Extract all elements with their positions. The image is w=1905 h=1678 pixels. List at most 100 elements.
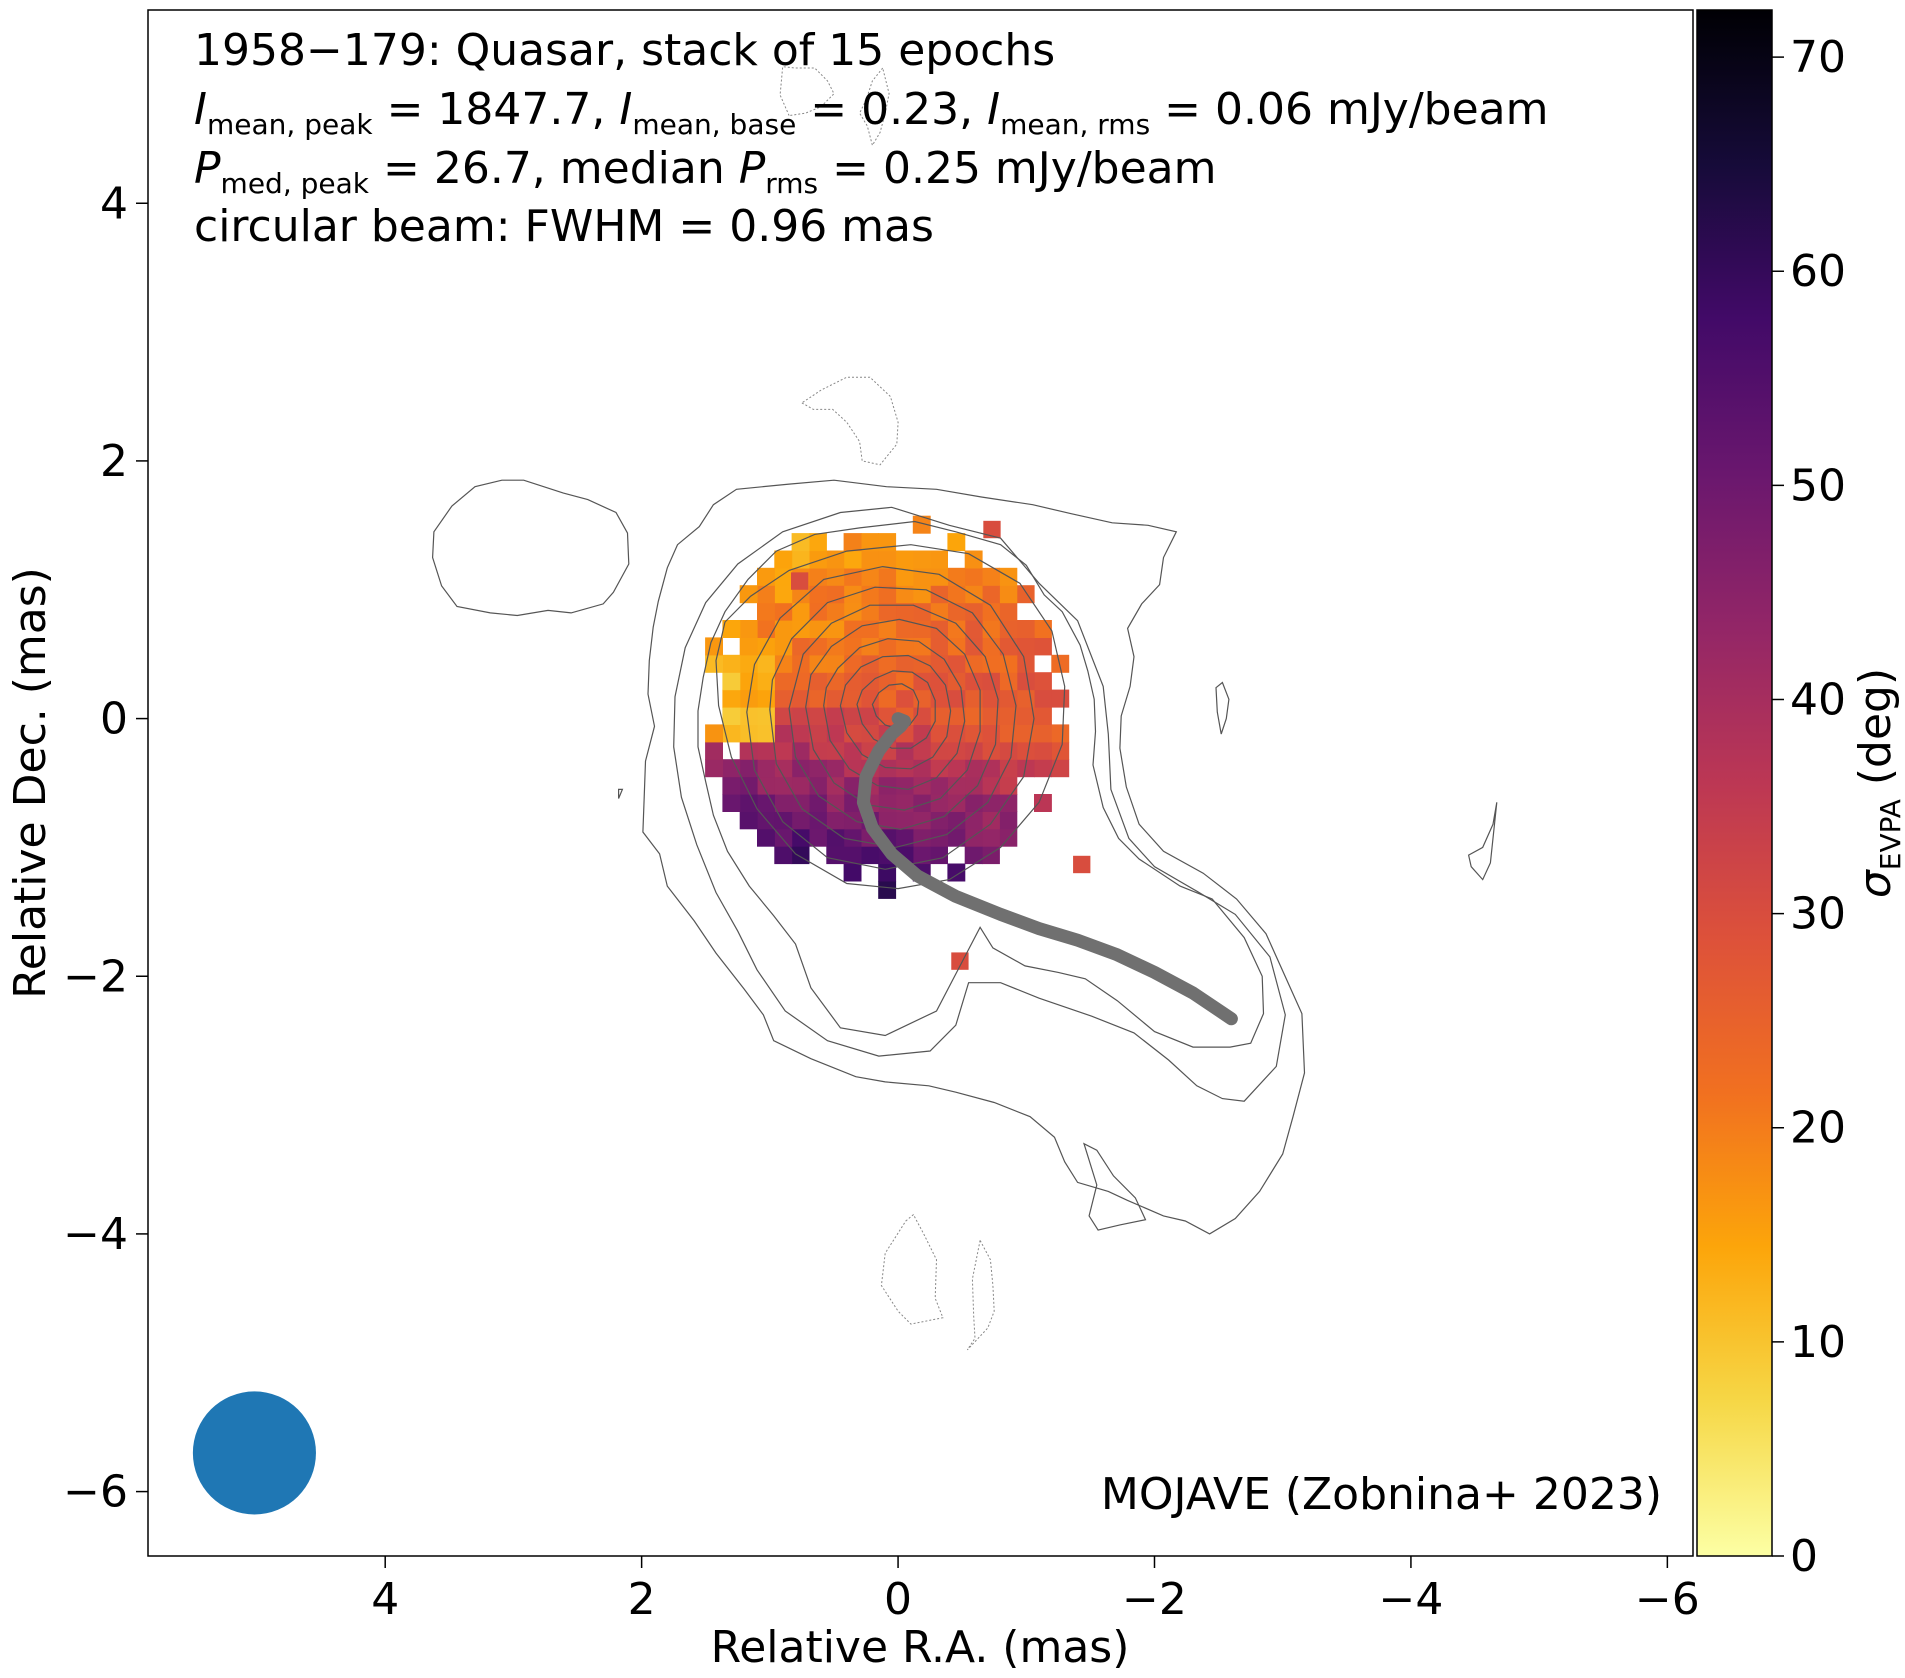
evpa-pixel bbox=[999, 794, 1018, 812]
evpa-pixel bbox=[895, 672, 914, 691]
evpa-pixel bbox=[791, 811, 810, 830]
evpa-pixel bbox=[739, 672, 758, 691]
evpa-pixel bbox=[809, 741, 827, 760]
evpa-pixel bbox=[774, 550, 793, 569]
colorbar-label: σEVPA (deg) bbox=[1850, 668, 1905, 898]
contour-line bbox=[673, 506, 1286, 1102]
evpa-pixel bbox=[843, 567, 862, 586]
evpa-pixel bbox=[791, 602, 810, 621]
evpa-pixel bbox=[757, 689, 775, 708]
evpa-pixel bbox=[757, 585, 775, 604]
evpa-pixel bbox=[999, 654, 1018, 673]
evpa-pixel bbox=[791, 572, 809, 590]
evpa-pixel bbox=[791, 550, 810, 569]
evpa-pixel bbox=[774, 654, 793, 673]
evpa-pixel bbox=[982, 654, 1000, 673]
evpa-pixel bbox=[982, 741, 1000, 760]
evpa-pixel bbox=[1034, 637, 1052, 656]
evpa-pixel bbox=[947, 828, 966, 847]
evpa-pixel bbox=[964, 794, 983, 812]
evpa-pixel bbox=[826, 794, 845, 812]
jet-ridgeline bbox=[856, 712, 1238, 1026]
evpa-pixel bbox=[757, 567, 775, 586]
evpa-pixel bbox=[826, 846, 845, 865]
y-tick-label: −2 bbox=[63, 951, 128, 1002]
evpa-pixel bbox=[757, 828, 775, 847]
evpa-pixel bbox=[895, 811, 914, 830]
evpa-pixel bbox=[964, 550, 983, 569]
evpa-pixel bbox=[705, 654, 723, 673]
evpa-pixel bbox=[826, 724, 845, 743]
x-tick-label: 0 bbox=[884, 1574, 912, 1625]
colorbar-tick-label: 20 bbox=[1790, 1103, 1846, 1154]
evpa-pixel bbox=[739, 724, 758, 743]
evpa-pixel bbox=[930, 707, 948, 725]
evpa-pixel bbox=[895, 828, 914, 847]
evpa-pixel bbox=[757, 637, 775, 656]
evpa-pixel bbox=[964, 585, 983, 604]
evpa-pixel bbox=[860, 672, 879, 691]
evpa-pixel bbox=[774, 672, 793, 691]
evpa-pixel bbox=[860, 620, 879, 638]
evpa-pixel bbox=[947, 759, 966, 778]
beam-circle bbox=[192, 1391, 316, 1515]
evpa-pixel bbox=[930, 776, 948, 795]
evpa-pixel bbox=[826, 811, 845, 830]
evpa-pixel bbox=[895, 654, 914, 673]
evpa-pixel bbox=[912, 515, 931, 534]
evpa-pixel bbox=[947, 654, 966, 673]
colorbar-tick-label: 30 bbox=[1790, 889, 1846, 940]
evpa-pixel bbox=[809, 672, 827, 691]
evpa-pixel bbox=[722, 707, 741, 725]
contour-line bbox=[431, 479, 630, 617]
evpa-pixel bbox=[722, 654, 741, 673]
colorbar-tick-label: 70 bbox=[1790, 32, 1846, 83]
contour-line bbox=[697, 520, 1265, 1048]
evpa-pixel bbox=[878, 863, 897, 882]
evpa-pixel bbox=[860, 533, 879, 552]
evpa-pixel bbox=[878, 602, 897, 621]
evpa-pixel bbox=[964, 707, 983, 725]
evpa-pixel bbox=[791, 637, 810, 656]
evpa-pixel bbox=[912, 776, 931, 795]
evpa-pixel bbox=[982, 707, 1000, 725]
evpa-pixel bbox=[878, 654, 897, 673]
contour-line-negative bbox=[859, 66, 890, 147]
contour-line bbox=[1467, 802, 1498, 881]
evpa-pixel bbox=[1034, 724, 1052, 743]
evpa-pixel bbox=[930, 567, 948, 586]
y-tick-label: 0 bbox=[100, 694, 128, 745]
evpa-pixel bbox=[826, 776, 845, 795]
info-line-3: Pmed, peak = 26.7, median Prms = 0.25 mJ… bbox=[194, 143, 1216, 200]
contour-line-negative bbox=[779, 66, 835, 117]
evpa-pixel bbox=[999, 759, 1018, 778]
evpa-pixel bbox=[774, 707, 793, 725]
evpa-pixel bbox=[843, 863, 862, 882]
evpa-pixel bbox=[964, 811, 983, 830]
evpa-pixel bbox=[843, 602, 862, 621]
evpa-pixel bbox=[860, 689, 879, 708]
x-axis-label: Relative R.A. (mas) bbox=[711, 1622, 1130, 1673]
contour-line bbox=[805, 618, 981, 811]
evpa-pixel bbox=[983, 520, 1001, 539]
evpa-pixel bbox=[982, 846, 1000, 865]
y-axis-label: Relative Dec. (mas) bbox=[5, 567, 56, 999]
evpa-pixel bbox=[774, 776, 793, 795]
evpa-pixel bbox=[809, 585, 827, 604]
evpa-pixel bbox=[982, 602, 1000, 621]
evpa-pixel bbox=[809, 620, 827, 638]
evpa-pixel bbox=[878, 567, 897, 586]
evpa-pixel bbox=[843, 533, 862, 552]
evpa-pixel bbox=[739, 811, 758, 830]
evpa-pixel bbox=[895, 689, 914, 708]
evpa-pixel bbox=[999, 724, 1018, 743]
evpa-pixel bbox=[791, 689, 810, 708]
evpa-pixel bbox=[809, 794, 827, 812]
evpa-pixel bbox=[947, 707, 966, 725]
evpa-pixel bbox=[843, 776, 862, 795]
evpa-pixel bbox=[895, 741, 914, 760]
evpa-pixel bbox=[930, 620, 948, 638]
evpa-pixel bbox=[791, 533, 810, 552]
y-tick-label: 4 bbox=[100, 178, 128, 229]
